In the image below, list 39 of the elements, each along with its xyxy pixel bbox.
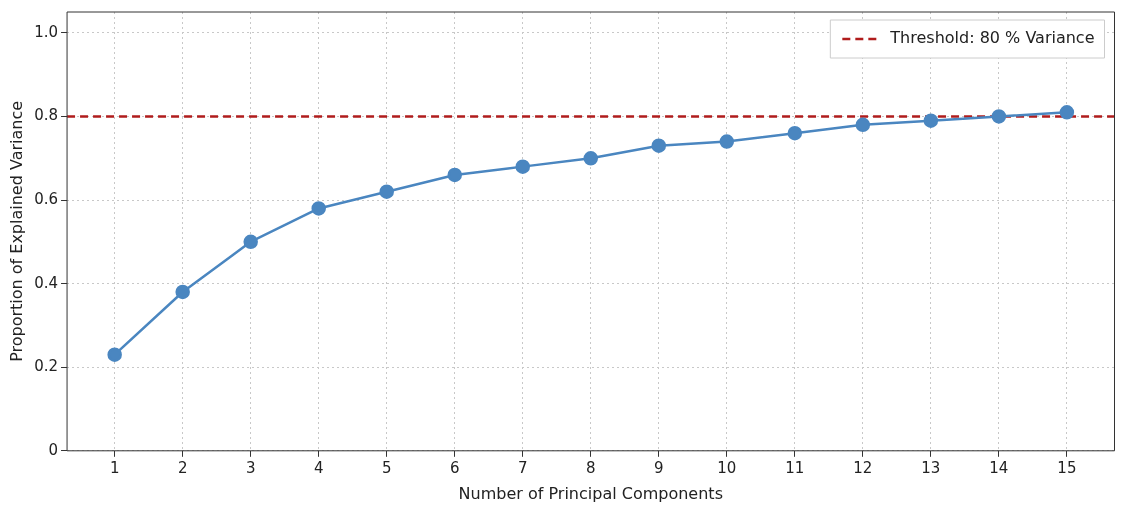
point [107,347,122,362]
y-tick-label: 0.8 [34,106,59,125]
y-tick-label: 0.6 [34,189,59,208]
y-tick-label: 0.4 [34,273,59,292]
point [923,113,939,128]
x-tick-label: 12 [853,458,873,477]
legend-label: Threshold: 80 % Variance [889,28,1095,48]
y-tick-label: 0.2 [34,357,59,376]
x-tick-label: 8 [586,458,596,477]
y-axis-title: Proportion of Explained Variance [6,100,26,362]
x-tick-label: 10 [717,458,737,477]
x-tick-label: 6 [449,458,460,477]
x-tick-label: 15 [1057,458,1077,477]
point [583,151,599,166]
point [719,134,735,149]
x-tick-label: 7 [517,458,528,477]
point [787,125,803,141]
x-tick-label: 13 [921,458,941,477]
point [991,109,1007,124]
point [1059,105,1075,120]
x-tick-label: 2 [177,458,188,477]
x-tick-label: 1 [109,458,120,477]
point [651,138,667,153]
x-axis-title: Number of Principal Components [458,483,723,503]
x-tick-label: 3 [245,458,256,477]
point [447,167,462,183]
y-tick-label: 0 [48,440,59,459]
point [175,284,190,300]
x-tick-label: 4 [313,458,324,477]
point [243,234,258,250]
x-tick-label: 14 [989,458,1009,477]
x-tick-label: 9 [654,458,664,477]
x-tick-label: 5 [381,458,392,477]
point [311,201,326,216]
point [515,159,531,174]
point [855,117,871,133]
point [379,184,394,199]
y-tick-label: 1.0 [34,22,59,41]
x-tick-label: 11 [785,458,805,477]
